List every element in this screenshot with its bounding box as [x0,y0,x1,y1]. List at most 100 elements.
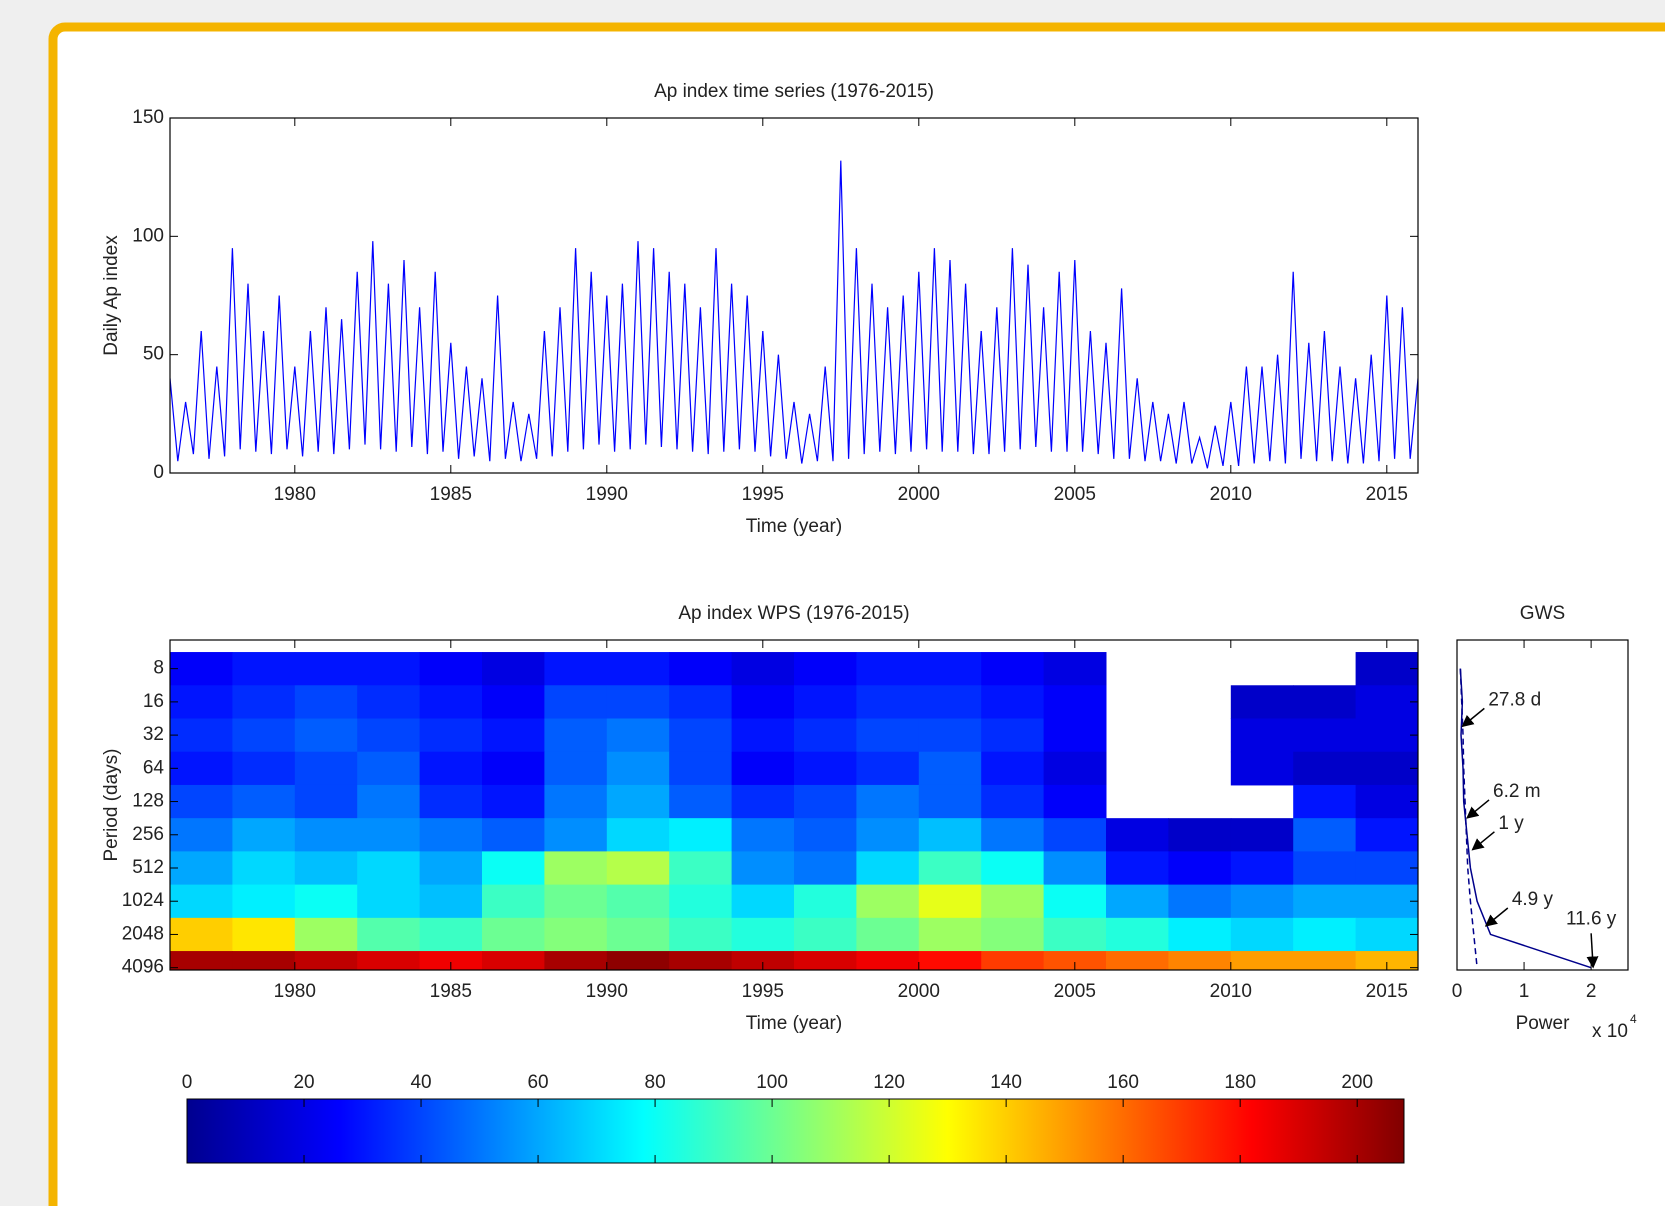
heat-cell [856,884,920,919]
heat-cell [981,751,1045,786]
heat-cell [981,818,1045,852]
x-tick-label: 1980 [274,484,316,505]
heat-cell [482,951,545,970]
heat-cell [918,884,982,919]
x-tick-label: 0 [1452,981,1463,1002]
heat-cell [1106,917,1169,952]
heat-cell [482,685,545,719]
heat-cell [731,818,795,852]
colorbar-tick-label: 40 [410,1072,431,1093]
heat-cell [482,751,545,786]
heat-cell [544,784,608,819]
y-axis-label: Period (days) [101,749,122,862]
heat-cell [856,685,920,719]
heat-cell [1168,818,1232,852]
heat-cell [1293,951,1357,970]
heat-cell [669,652,733,686]
heat-cell [1293,851,1357,886]
x-axis-label: Power [1516,1013,1571,1034]
heat-cell [794,818,857,852]
heat-cell [170,751,233,786]
heat-cell [232,718,296,753]
heat-cell [794,884,857,919]
heat-cell [794,685,857,719]
heat-cell [1230,951,1294,970]
heat-cell [357,718,421,753]
heat-cell [1355,784,1418,819]
heat-cell [1230,751,1294,786]
heat-cell [856,718,920,753]
axes-box [169,117,1419,474]
series [170,160,1418,469]
heat-cell [357,917,421,952]
heat-cell [1043,818,1107,852]
y-tick-label: 64 [143,757,165,778]
y-tick-label: 50 [143,344,164,365]
heat-cell [357,685,421,719]
annotation-label: 1 y [1498,813,1524,834]
heat-cell [731,784,795,819]
colorbar-tick-label: 140 [990,1072,1022,1093]
chart-title: Ap index time series (1976-2015) [654,81,934,102]
heat-cell [794,718,857,753]
x-tick-label: 1995 [742,981,784,1002]
x-tick-label: 2005 [1054,981,1096,1002]
y-tick-label: 100 [132,225,164,246]
heat-cell [544,884,608,919]
heat-cell [1293,917,1357,952]
heat-cell [419,718,483,753]
chart-title: Ap index WPS (1976-2015) [678,603,909,624]
heat-cell [918,685,982,719]
heat-cell [669,951,733,970]
heat-cell [981,685,1045,719]
heat-cell [544,685,608,719]
heat-cell [1293,884,1357,919]
heat-cell [731,884,795,919]
heat-cell [544,951,608,970]
heat-cell [669,917,733,952]
heat-cell [856,784,920,819]
data-line [170,160,1418,469]
x-tick-label: 1990 [586,484,628,505]
heat-cell [794,751,857,786]
y-tick-label: 8 [153,658,164,679]
heat-cell [1293,751,1357,786]
heat-cell [1355,951,1418,970]
heat-cell [856,652,920,686]
heat-cell [1293,685,1357,719]
heat-cell [918,951,982,970]
heat-cell [294,818,358,852]
y-axis-label: Daily Ap index [101,235,122,356]
heat-cell [606,818,670,852]
heat-cell [170,685,233,719]
y-tick-label: 512 [132,857,164,878]
y-tick-label: 16 [143,691,164,712]
heat-cell [1043,652,1107,686]
heat-cell [419,917,483,952]
heat-cell [606,851,670,886]
x-multiplier: x 10 [1592,1021,1628,1042]
annotation-arrow [1471,831,1495,851]
heat-cell [232,685,296,719]
colorbar-tick-label: 100 [756,1072,788,1093]
axes-box [169,639,1419,971]
heat-cell [1355,884,1418,919]
colorbar-tick-label: 80 [645,1072,666,1093]
x-axis-label: Time (year) [746,1013,842,1034]
heat-cell [419,851,483,886]
heat-cell [918,917,982,952]
x-tick-label: 2010 [1210,981,1252,1002]
annotation-arrow [1586,933,1599,969]
colorbar-tick-label: 180 [1224,1072,1256,1093]
heatmap [170,640,1418,970]
heat-cell [918,652,982,686]
heat-cell [357,784,421,819]
heat-cell [1355,917,1418,952]
heat-cell [669,851,733,886]
heat-cell [981,784,1045,819]
heat-cell [794,652,857,686]
heat-cell [419,784,483,819]
heat-cell [856,818,920,852]
heat-cell [794,851,857,886]
